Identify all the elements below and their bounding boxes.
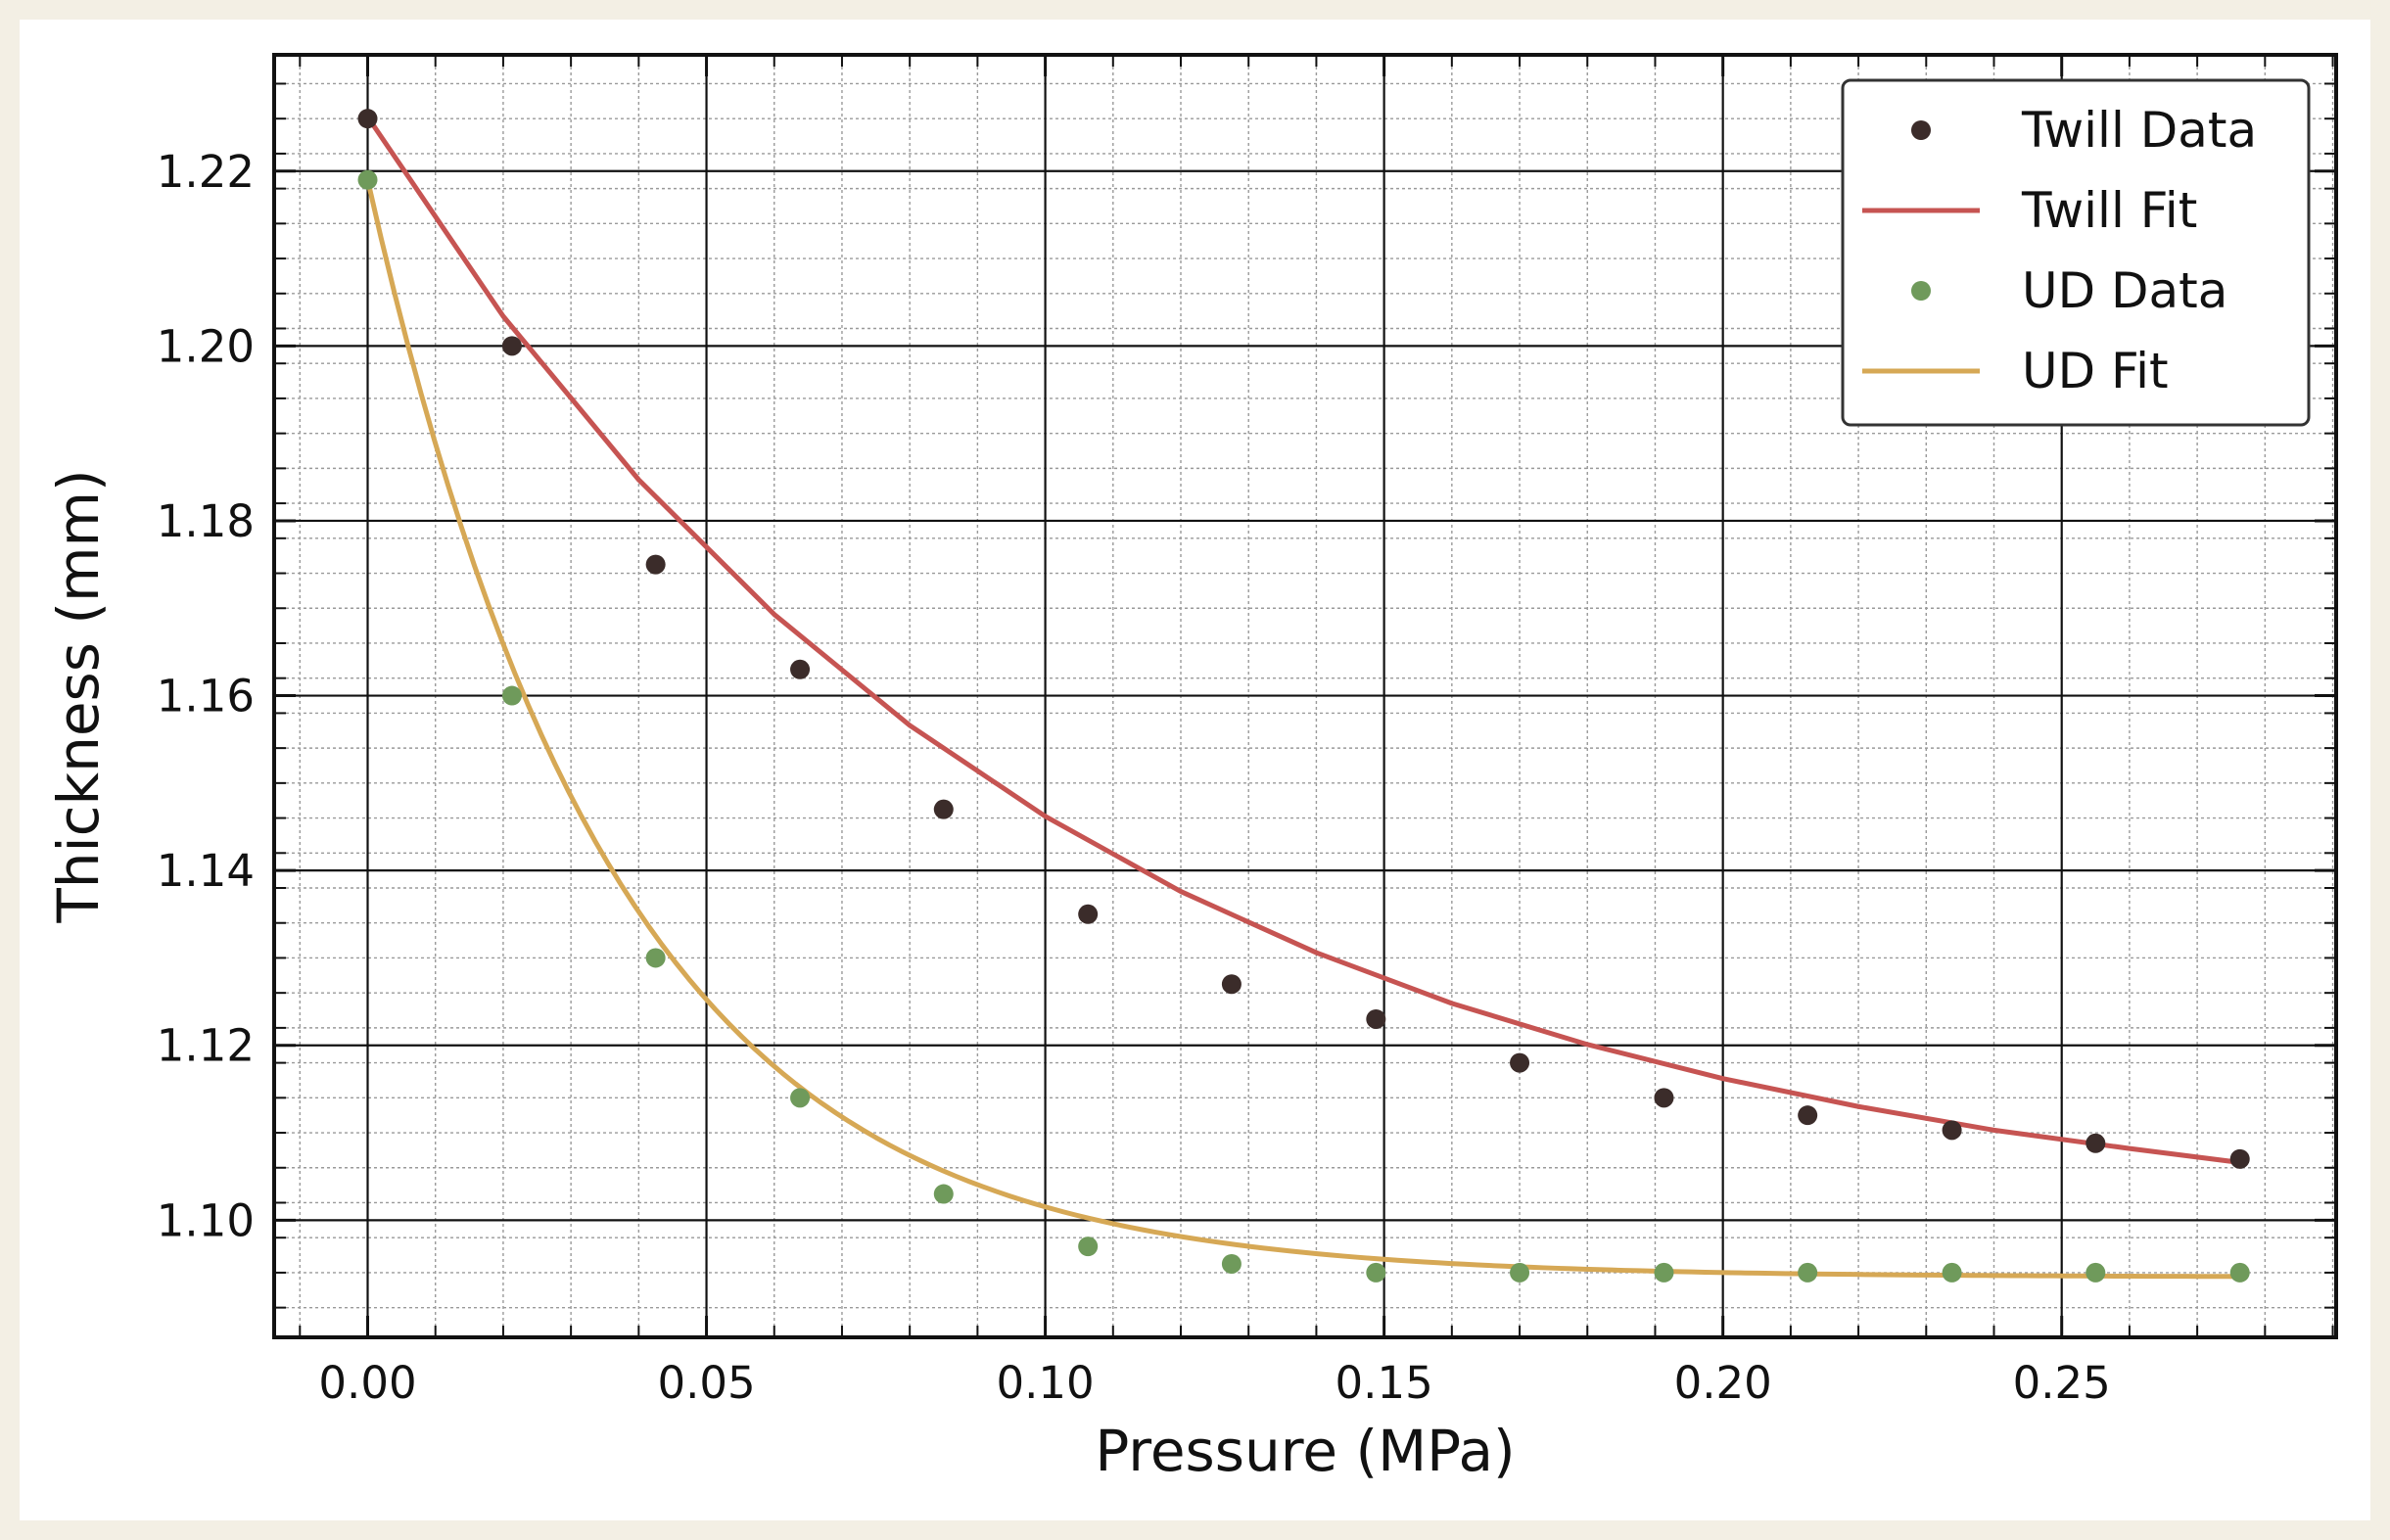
y-tick-label: 1.10 [157,1194,255,1246]
twill-data-point [357,109,378,129]
legend-ud-fit-label: UD Fit [2022,343,2169,399]
ud-data-point [933,1184,954,1204]
x-tick-label: 0.00 [318,1357,416,1409]
legend-twill-data-marker [1911,120,1931,140]
ud-data-point [790,1088,811,1108]
tick-labels: 0.00 0.05 0.10 0.15 0.20 0.25 1.10 1.12 1.14 1.16… [157,146,2111,1409]
y-tick-label: 1.18 [157,495,255,547]
ud-data-point [1078,1237,1099,1257]
ud-data-point [1798,1262,1818,1283]
ud-data-point [357,169,378,190]
y-tick-label: 1.12 [157,1020,255,1072]
twill-data-point [1366,1008,1386,1029]
y-tick-label: 1.16 [157,671,255,723]
twill-data-point [645,554,666,575]
x-tick-label: 0.25 [2013,1357,2111,1409]
ud-data-point [1510,1262,1530,1283]
x-tick-label: 0.05 [657,1357,755,1409]
plot-frame [272,53,2338,1339]
twill-data-point [1078,904,1099,924]
twill-data-point [2229,1148,2250,1169]
legend-twill-data-label: Twill Data [2021,102,2257,159]
twill-data-point [1221,974,1242,995]
twill-data-point [1942,1120,1962,1141]
twill-data-point [933,799,954,819]
y-axis-label: Thickness (mm) [45,469,112,923]
ud-data-point [1366,1262,1386,1283]
ud-data-point [1221,1253,1242,1274]
twill-data-point [1798,1105,1818,1126]
ud-data-point [645,948,666,968]
x-tick-label: 0.15 [1336,1357,1433,1409]
ud-data-point [1654,1262,1674,1283]
legend-box [1841,78,2311,427]
ud-fit-line [365,177,2243,1280]
legend-twill-fit-label: Twill Fit [2021,182,2197,239]
ud-data-point [2085,1262,2106,1283]
twill-data-point [1510,1052,1530,1073]
x-tick-label: 0.20 [1674,1357,1772,1409]
x-axis-label: Pressure (MPa) [1095,1418,1515,1484]
legend-ud-data-label: UD Data [2022,262,2227,319]
legend-ud-data-marker [1911,281,1931,301]
twill-data-point [501,336,522,356]
twill-data-point [2085,1133,2106,1153]
ud-data-point [501,685,522,706]
y-tick-label: 1.22 [157,146,255,198]
ud-data-point [1942,1262,1962,1283]
twill-data-point [790,659,811,679]
series-points [357,109,2250,1283]
twill-data-point [1654,1088,1674,1108]
y-tick-label: 1.14 [157,845,255,897]
ud-data-point [2229,1262,2250,1283]
major-grid [274,55,2336,1337]
x-tick-label: 0.10 [996,1357,1094,1409]
legend: Twill Data Twill Fit UD Data UD Fit [1841,78,2311,427]
y-tick-label: 1.20 [157,320,255,372]
